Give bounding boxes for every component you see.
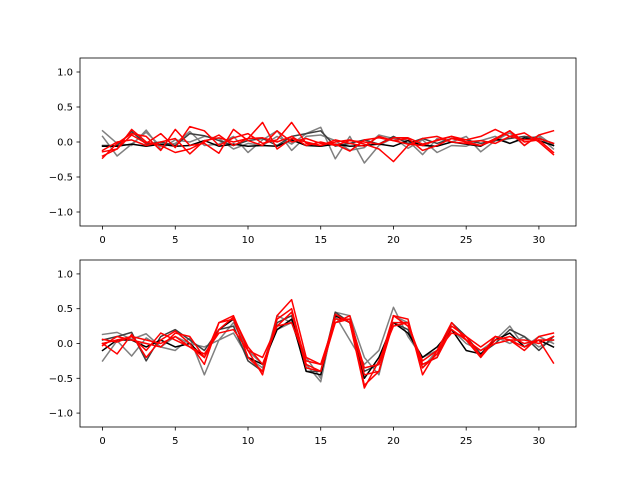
chart-0-y-tick-label: −0.5 [49,173,73,184]
chart-0-x-tick-label: 10 [242,235,255,246]
chart-1-x-tick-label: 15 [314,436,327,447]
chart-1-x-tick-label: 0 [99,436,105,447]
chart-0-series-line-7 [101,129,555,155]
chart-1-y-tick-label: −1.0 [49,409,73,420]
chart-0-x-tick-label: 15 [314,235,327,246]
chart-0-y-tick-label: 1.0 [57,68,73,79]
bottom-subplot: 0 5 10 15 20 25 30 −1.0 −0.5 0.0 0.5 1.0 [49,259,577,447]
chart-0-x-tick-label: 25 [460,235,473,246]
chart-0-series-line-6 [101,121,555,153]
chart-1-x-tick-label: 10 [242,436,255,447]
chart-1-x-tick-label: 25 [460,436,473,447]
chart-1-y-tick-label: −0.5 [49,374,73,385]
chart-0-x-tick-label: 5 [172,235,178,246]
chart-1-series-line-6 [101,307,555,376]
chart-0-y-tick-label: −1.0 [49,208,73,219]
chart-1-y-tick-label: 0.0 [57,339,73,350]
chart-1-y-tick-label: 1.0 [57,269,73,280]
chart-1-series-line-7 [101,314,555,369]
chart-1-y-tick-label: 0.5 [57,304,73,315]
chart-0-y-tick-label: 0.5 [57,103,73,114]
chart-1-x-tick-label: 20 [387,436,400,447]
chart-0-y-tick-label: 0.0 [57,138,73,149]
chart-0-x-tick-label: 20 [387,235,400,246]
chart-0-x-tick-label: 30 [533,235,546,246]
top-subplot: 0 5 10 15 20 25 30 −1.0 −0.5 0.0 0.5 1.0 [49,57,577,246]
chart-1-x-tick-label: 5 [172,436,178,447]
chart-0-x-tick-label: 0 [99,235,105,246]
chart-1-x-tick-label: 30 [533,436,546,447]
